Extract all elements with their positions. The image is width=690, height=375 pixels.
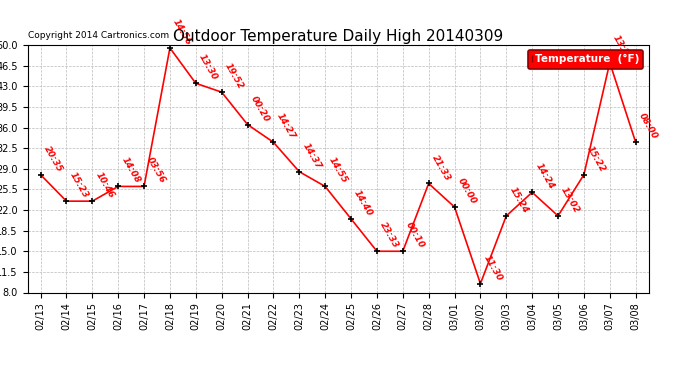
Text: 14:55: 14:55 (326, 156, 348, 185)
Text: 13:02: 13:02 (560, 185, 582, 215)
Text: 14:24: 14:24 (533, 162, 555, 191)
Text: 11:30: 11:30 (482, 253, 504, 282)
Text: 20:35: 20:35 (42, 144, 64, 174)
Text: 15:22: 15:22 (585, 144, 607, 174)
Text: 00:00: 00:00 (456, 177, 478, 206)
Text: 08:00: 08:00 (637, 112, 659, 141)
Text: 14:56: 14:56 (171, 18, 193, 47)
Text: 14:27: 14:27 (275, 112, 297, 141)
Text: 15:23: 15:23 (68, 171, 90, 200)
Text: 00:10: 00:10 (404, 221, 426, 250)
Text: Copyright 2014 Cartronics.com: Copyright 2014 Cartronics.com (28, 31, 169, 40)
Text: 00:20: 00:20 (249, 94, 271, 123)
Text: 13:30: 13:30 (197, 53, 219, 82)
Text: 03:56: 03:56 (146, 156, 168, 185)
Text: 19:52: 19:52 (223, 62, 245, 91)
Title: Outdoor Temperature Daily High 20140309: Outdoor Temperature Daily High 20140309 (173, 29, 503, 44)
Text: 23:33: 23:33 (378, 221, 400, 250)
Text: 10:46: 10:46 (94, 171, 116, 200)
Text: 15:24: 15:24 (508, 185, 530, 215)
Text: 13:??: 13:?? (611, 34, 632, 62)
Text: 14:08: 14:08 (119, 156, 141, 185)
Text: 21:33: 21:33 (430, 153, 452, 182)
Legend: Temperature  (°F): Temperature (°F) (528, 50, 643, 69)
Text: 14:37: 14:37 (301, 141, 323, 171)
Text: 14:40: 14:40 (353, 188, 375, 218)
